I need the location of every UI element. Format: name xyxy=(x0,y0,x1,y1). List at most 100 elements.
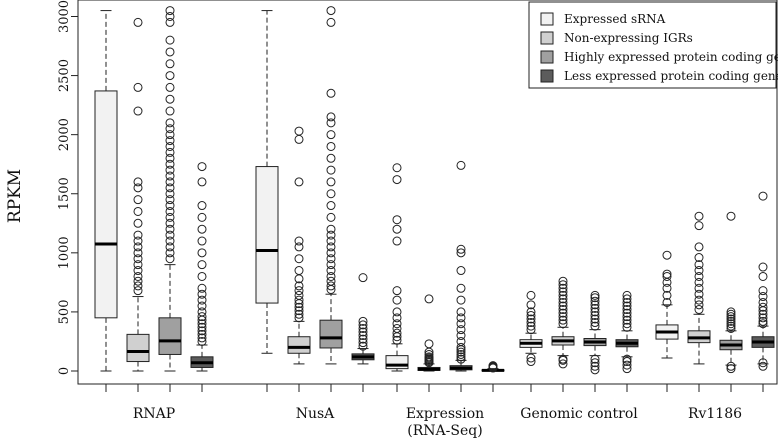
outlier-point xyxy=(326,254,336,264)
outlier-point xyxy=(165,189,175,199)
box-body xyxy=(158,317,182,355)
outlier-point xyxy=(590,303,600,313)
outlier-point xyxy=(456,354,466,364)
outlier-point xyxy=(197,271,207,281)
outlier-point xyxy=(758,292,768,302)
outlier-point xyxy=(326,281,336,291)
outlier-point xyxy=(558,354,568,364)
box-2-3 xyxy=(481,361,505,373)
outlier-point xyxy=(456,244,466,254)
box-4-0 xyxy=(655,250,679,359)
x-group-label: NusA xyxy=(296,406,335,422)
outlier-point xyxy=(165,218,175,228)
box-1-3 xyxy=(351,273,375,365)
outlier-point xyxy=(758,302,768,312)
outlier-point xyxy=(133,276,143,286)
outlier-point xyxy=(392,313,402,323)
outlier-point xyxy=(456,307,466,317)
outlier-point xyxy=(392,175,402,185)
legend-frame xyxy=(528,1,777,89)
outlier-point xyxy=(197,224,207,234)
outlier-point xyxy=(526,307,536,317)
outlier-point xyxy=(358,331,368,341)
outlier-point xyxy=(294,126,304,136)
outlier-point xyxy=(558,283,568,293)
outlier-point xyxy=(326,130,336,140)
outlier-point xyxy=(622,319,632,329)
outlier-point xyxy=(662,283,672,293)
outlier-point xyxy=(165,106,175,116)
outlier-point xyxy=(165,165,175,175)
outlier-point xyxy=(622,294,632,304)
outlier-point xyxy=(456,325,466,335)
outlier-point xyxy=(326,118,336,128)
outlier-point xyxy=(358,327,368,337)
outlier-point xyxy=(456,160,466,170)
outlier-point xyxy=(326,230,336,240)
outlier-point xyxy=(133,286,143,296)
outlier-point xyxy=(456,266,466,276)
outlier-point xyxy=(165,82,175,92)
outlier-point xyxy=(622,354,632,364)
outlier-point xyxy=(294,281,304,291)
outlier-point xyxy=(165,147,175,157)
outlier-point xyxy=(558,319,568,329)
outlier-point xyxy=(526,318,536,328)
outlier-point xyxy=(294,306,304,316)
outlier-point xyxy=(294,295,304,305)
outlier-point xyxy=(726,309,736,319)
outlier-point xyxy=(165,183,175,193)
outlier-point xyxy=(133,236,143,246)
outlier-point xyxy=(197,312,207,322)
y-tick-label: 2000 xyxy=(57,118,72,151)
outlier-point xyxy=(662,269,672,279)
outlier-point xyxy=(526,321,536,331)
outlier-point xyxy=(622,357,632,367)
outlier-point xyxy=(558,287,568,297)
outlier-point xyxy=(558,290,568,300)
outlier-point xyxy=(622,305,632,315)
box-1-2 xyxy=(319,6,343,365)
legend-label: Less expressed protein coding genes xyxy=(564,69,778,83)
outlier-point xyxy=(558,315,568,325)
legend-label: Non-expressing IGRs xyxy=(564,31,693,45)
outlier-point xyxy=(622,301,632,311)
outlier-point xyxy=(590,361,600,371)
box-4-3 xyxy=(751,191,775,371)
outlier-point xyxy=(197,307,207,317)
box-body xyxy=(126,333,150,363)
outlier-point xyxy=(133,248,143,258)
outlier-point xyxy=(326,189,336,199)
outlier-point xyxy=(662,271,672,281)
outlier-point xyxy=(165,136,175,146)
outlier-point xyxy=(758,191,768,201)
outlier-point xyxy=(358,341,368,351)
outlier-point xyxy=(694,253,704,263)
outlier-point xyxy=(197,329,207,339)
outlier-point xyxy=(694,211,704,221)
outlier-point xyxy=(392,215,402,225)
box-4-2 xyxy=(719,211,743,374)
outlier-point xyxy=(456,347,466,357)
outlier-point xyxy=(392,286,402,296)
outlier-point xyxy=(165,11,175,21)
outlier-point xyxy=(294,266,304,276)
outlier-point xyxy=(558,301,568,311)
x-group-label: RNAP xyxy=(133,406,175,422)
outlier-point xyxy=(197,301,207,311)
outlier-point xyxy=(326,224,336,234)
outlier-point xyxy=(590,307,600,317)
box-3-0 xyxy=(519,290,543,367)
outlier-point xyxy=(590,321,600,331)
outlier-point xyxy=(165,59,175,69)
outlier-point xyxy=(197,212,207,222)
outlier-point xyxy=(165,159,175,169)
outlier-point xyxy=(558,312,568,322)
outlier-point xyxy=(197,201,207,211)
x-group-label: Genomic control xyxy=(520,406,638,422)
outlier-point xyxy=(694,266,704,276)
y-tick-label: 500 xyxy=(57,300,72,325)
outlier-point xyxy=(165,6,175,16)
box-0-3 xyxy=(190,162,214,372)
outlier-point xyxy=(590,318,600,328)
